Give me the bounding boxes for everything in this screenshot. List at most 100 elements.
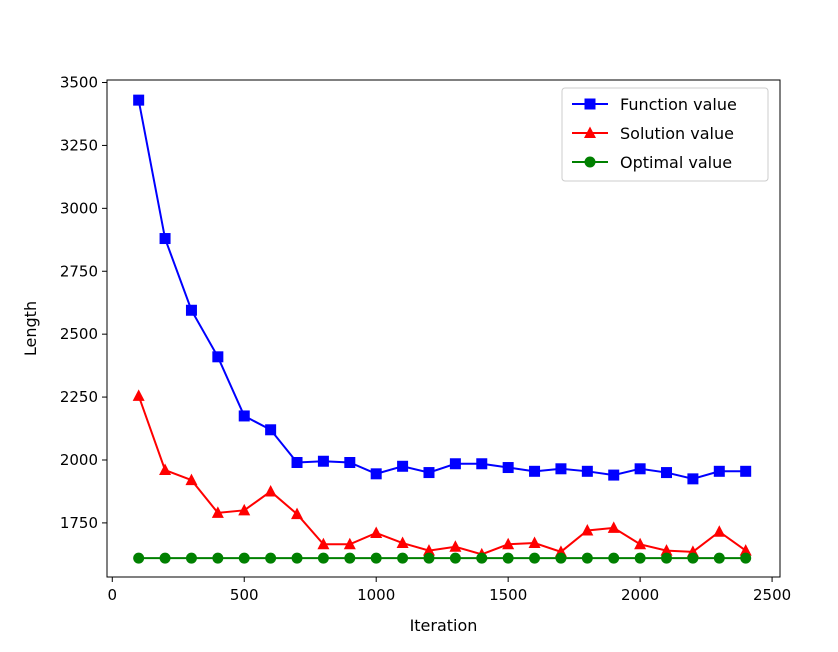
- x-axis-ticks: 0 500 1000 1500 2000 2500: [108, 577, 791, 604]
- data-point: [608, 469, 620, 481]
- x-tick-label: 500: [230, 586, 259, 604]
- data-point: [397, 552, 409, 564]
- data-point: [529, 465, 541, 477]
- data-point: [265, 552, 277, 564]
- legend-label: Optimal value: [620, 153, 732, 172]
- data-point: [713, 552, 725, 564]
- data-point: [317, 537, 330, 550]
- data-point: [317, 552, 329, 564]
- plot-frame: [106, 79, 781, 578]
- legend-label: Function value: [620, 95, 737, 114]
- data-point: [185, 473, 198, 486]
- data-point: [555, 552, 567, 564]
- data-point: [608, 552, 620, 564]
- series-solution-value: [132, 389, 752, 560]
- y-axis-label: Length: [21, 301, 40, 356]
- data-point: [238, 552, 250, 564]
- data-point: [238, 410, 250, 422]
- data-point: [344, 457, 356, 469]
- data-point: [422, 544, 435, 556]
- data-point: [397, 460, 409, 472]
- data-point: [739, 544, 752, 556]
- y-tick-label: 2250: [60, 388, 98, 406]
- series-function-value: [133, 94, 752, 485]
- data-point: [713, 465, 725, 477]
- y-tick-label: 3250: [60, 136, 98, 154]
- data-point: [740, 465, 752, 477]
- data-point: [370, 468, 382, 480]
- y-tick-label: 2000: [60, 451, 98, 469]
- data-point: [661, 552, 673, 564]
- data-point: [159, 233, 171, 245]
- legend-marker: [584, 126, 596, 138]
- data-point: [502, 462, 514, 474]
- data-point: [265, 424, 277, 436]
- data-point: [502, 537, 515, 550]
- data-point: [740, 552, 752, 564]
- data-point: [211, 506, 224, 518]
- data-point: [423, 467, 435, 479]
- data-point: [607, 521, 620, 533]
- data-point: [660, 544, 673, 556]
- data-point: [370, 526, 383, 538]
- data-point: [212, 552, 224, 564]
- y-axis-ticks: 1750 2000 2250 2500 2750 3000 3250 3500: [60, 74, 107, 532]
- legend-box: [561, 87, 769, 182]
- data-point: [634, 463, 646, 475]
- data-point: [502, 552, 514, 564]
- data-point: [396, 536, 409, 549]
- data-point: [185, 552, 197, 564]
- data-point: [713, 525, 726, 537]
- data-point: [291, 457, 303, 469]
- legend-item: Function value: [572, 95, 737, 114]
- y-tick-label: 2750: [60, 262, 98, 280]
- x-tick-label: 2500: [753, 586, 791, 604]
- x-tick-label: 2000: [621, 586, 659, 604]
- y-tick-label: 2500: [60, 325, 98, 343]
- legend-item: Optimal value: [572, 153, 732, 172]
- data-point: [291, 552, 303, 564]
- data-point: [317, 455, 329, 467]
- y-tick-label: 3500: [60, 74, 98, 92]
- data-point: [133, 552, 145, 564]
- data-point: [132, 389, 145, 401]
- data-point: [185, 304, 197, 316]
- data-point: [423, 552, 435, 564]
- data-point: [581, 552, 593, 564]
- x-axis-label: Iteration: [410, 616, 478, 635]
- y-tick-label: 1750: [60, 514, 98, 532]
- series-optimal-value: [133, 552, 752, 564]
- x-tick-label: 1500: [489, 586, 527, 604]
- data-point: [581, 523, 594, 536]
- data-point: [370, 552, 382, 564]
- data-point: [264, 484, 277, 497]
- data-point: [581, 465, 593, 477]
- data-point: [238, 503, 251, 516]
- data-point: [449, 540, 462, 552]
- legend-marker: [584, 156, 596, 168]
- legend-item: Solution value: [572, 124, 734, 143]
- legend: Function value Solution value Optimal valu…: [561, 87, 769, 182]
- data-point: [687, 473, 699, 485]
- data-point: [661, 467, 673, 479]
- data-point: [159, 552, 171, 564]
- data-point: [634, 552, 646, 564]
- series-layer: [132, 94, 752, 564]
- data-point: [344, 552, 356, 564]
- series-line: [137, 395, 747, 556]
- data-point: [634, 537, 647, 550]
- data-point: [687, 552, 699, 564]
- legend-marker: [584, 98, 596, 110]
- data-point: [528, 536, 541, 549]
- data-point: [159, 463, 172, 476]
- data-point: [476, 552, 488, 564]
- data-point: [449, 552, 461, 564]
- x-tick-label: 0: [108, 586, 118, 604]
- x-tick-label: 1000: [357, 586, 395, 604]
- y-tick-label: 3000: [60, 199, 98, 217]
- data-point: [529, 552, 541, 564]
- data-point: [133, 94, 145, 106]
- data-point: [212, 351, 224, 363]
